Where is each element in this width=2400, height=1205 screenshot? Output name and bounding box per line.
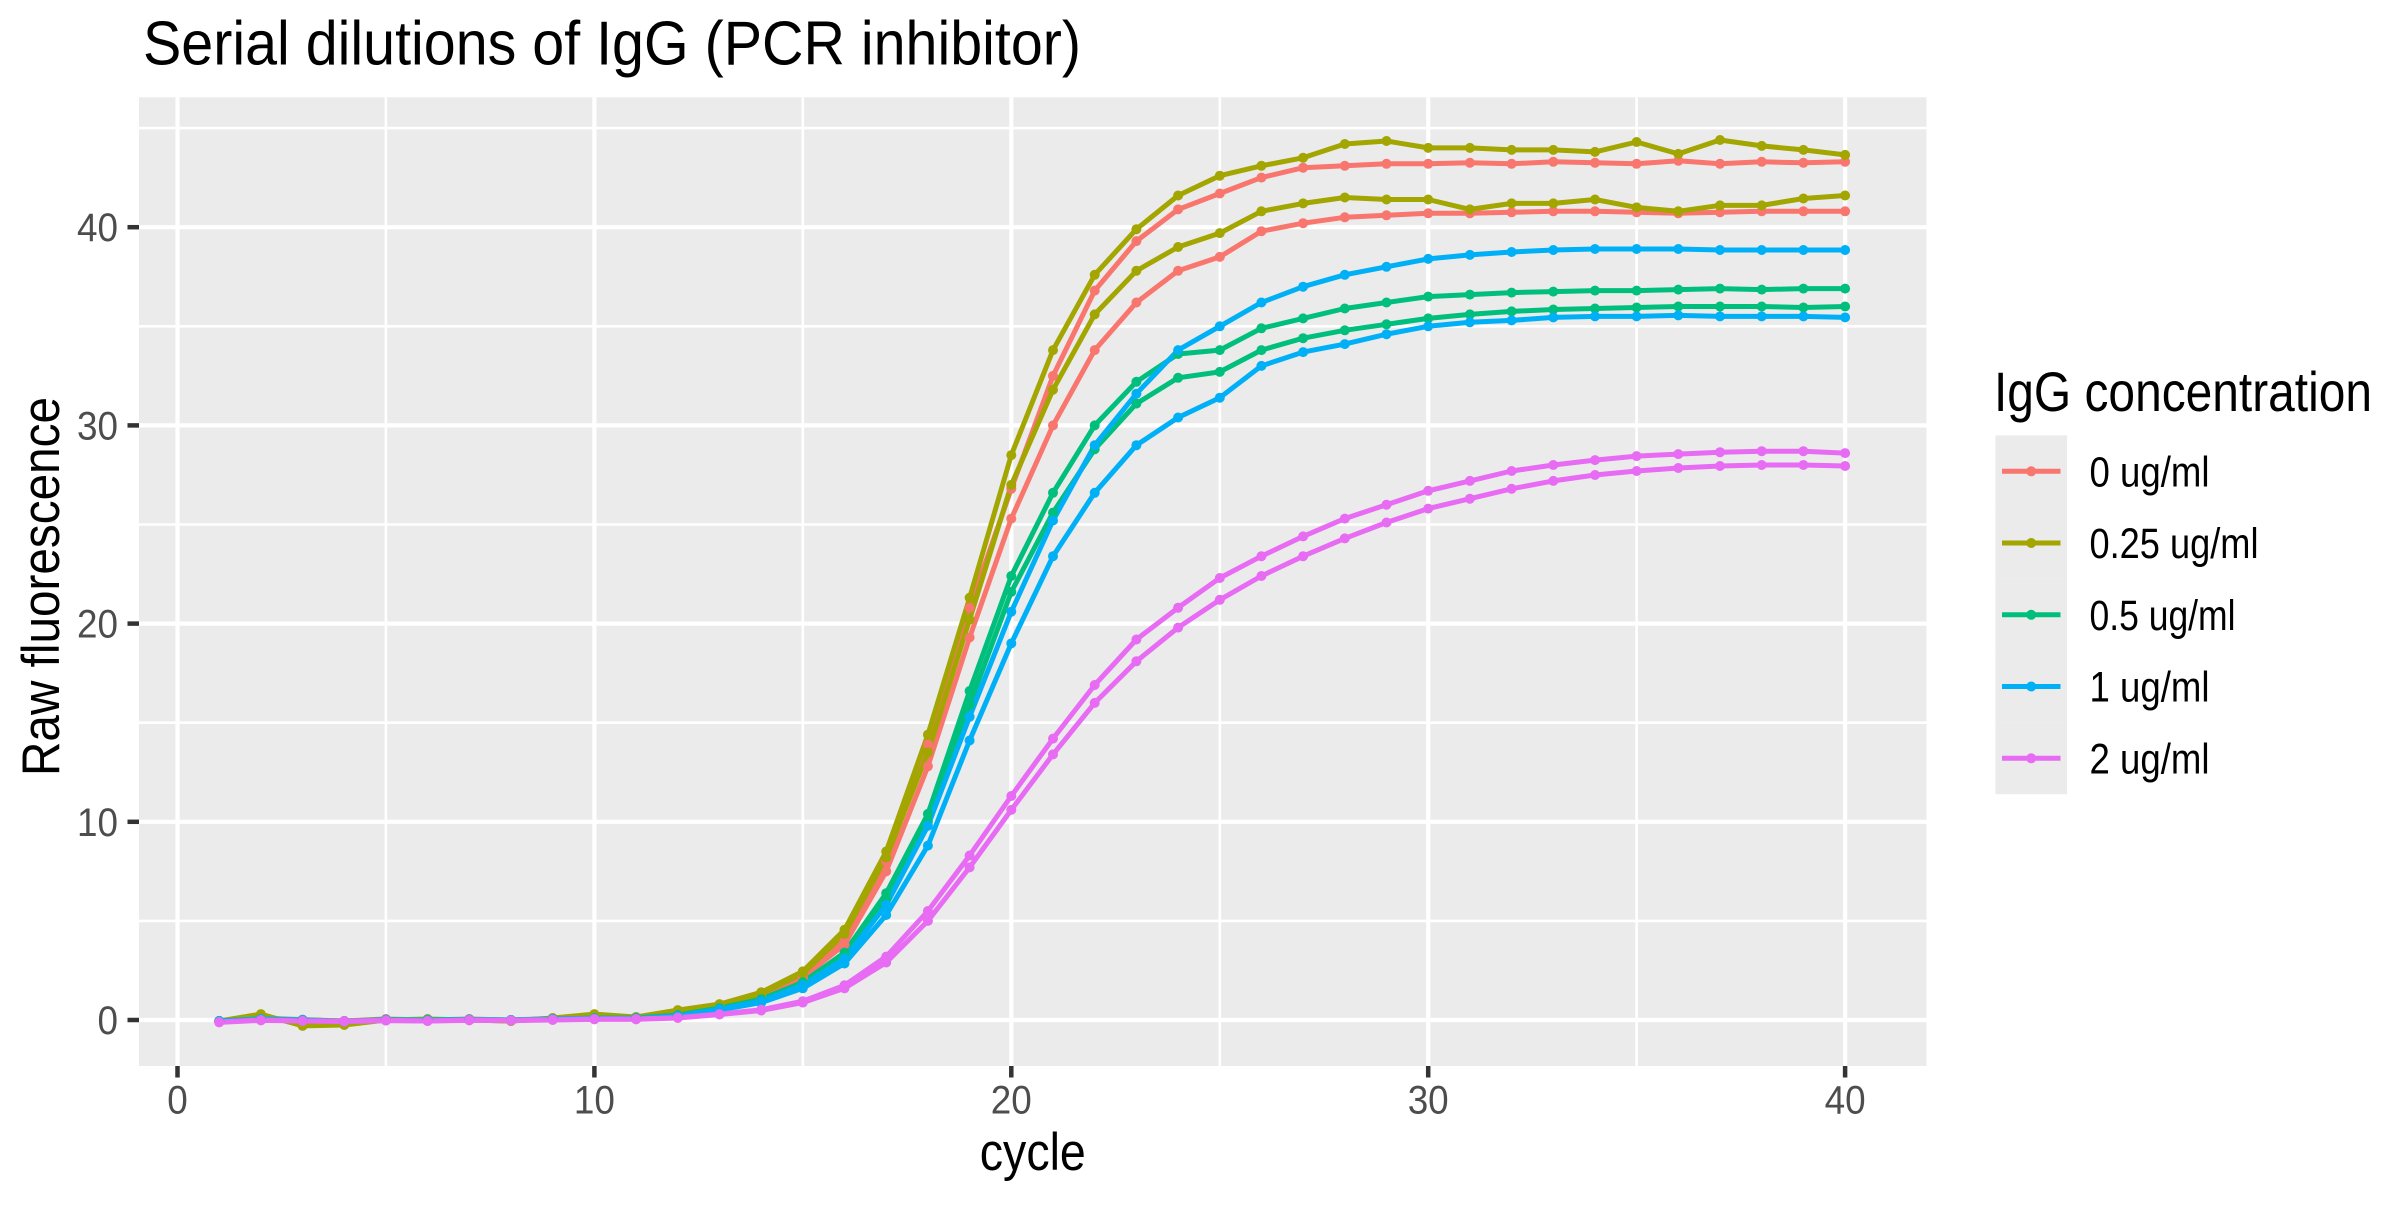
svg-text:Raw fluorescence: Raw fluorescence [12,397,71,776]
svg-text:1 ug/ml: 1 ug/ml [2090,664,2210,712]
svg-text:20: 20 [77,603,118,647]
svg-text:0: 0 [167,1079,188,1123]
svg-text:0 ug/ml: 0 ug/ml [2090,449,2210,497]
svg-text:10: 10 [574,1079,615,1123]
svg-text:30: 30 [77,404,118,448]
svg-text:Serial dilutions of IgG (PCR i: Serial dilutions of IgG (PCR inhibitor) [143,9,1081,78]
svg-text:2 ug/ml: 2 ug/ml [2090,736,2210,784]
svg-text:10: 10 [77,801,118,845]
svg-text:20: 20 [991,1079,1032,1123]
svg-text:40: 40 [1825,1079,1866,1123]
svg-text:0.5 ug/ml: 0.5 ug/ml [2090,592,2236,640]
svg-text:40: 40 [77,206,118,250]
svg-text:IgG concentration: IgG concentration [1994,360,2372,423]
svg-text:0.25 ug/ml: 0.25 ug/ml [2090,520,2259,568]
svg-text:30: 30 [1408,1079,1449,1123]
svg-text:0: 0 [98,999,119,1043]
svg-text:cycle: cycle [980,1123,1086,1182]
